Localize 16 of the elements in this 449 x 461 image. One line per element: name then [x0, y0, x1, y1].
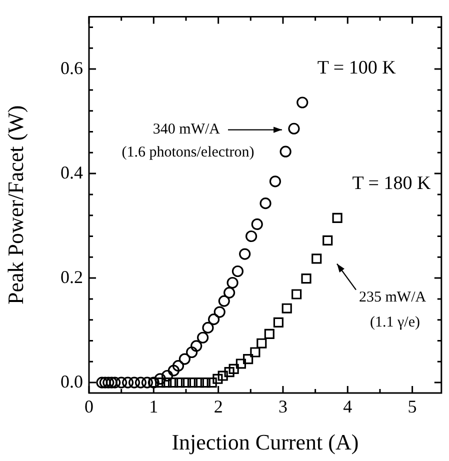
x-tick-label: 1: [149, 396, 158, 417]
x-tick-label: 0: [84, 396, 94, 417]
x-tick-label: 4: [343, 396, 352, 417]
y-axis-title: Peak Power/Facet (W): [2, 105, 28, 304]
legend-label: T = 180 K: [352, 172, 432, 194]
y-tick-label: 0.4: [60, 162, 83, 182]
annotation: 235 mW/A (1.1 γ/e): [359, 290, 426, 331]
y-tick-label: 0.0: [60, 371, 83, 392]
x-tick-label: 3: [278, 396, 288, 417]
y-tick-label: 0.2: [60, 266, 83, 287]
legend-label: T = 100 K: [317, 57, 396, 78]
x-tick-label: 5: [408, 396, 417, 417]
y-tick-label: 0.6: [60, 58, 83, 78]
x-axis-title: Injection Current (A): [172, 430, 359, 455]
annotation: 340 mW/A (1.6 photons/electron): [122, 122, 254, 161]
x-tick-label: 2: [214, 396, 223, 417]
